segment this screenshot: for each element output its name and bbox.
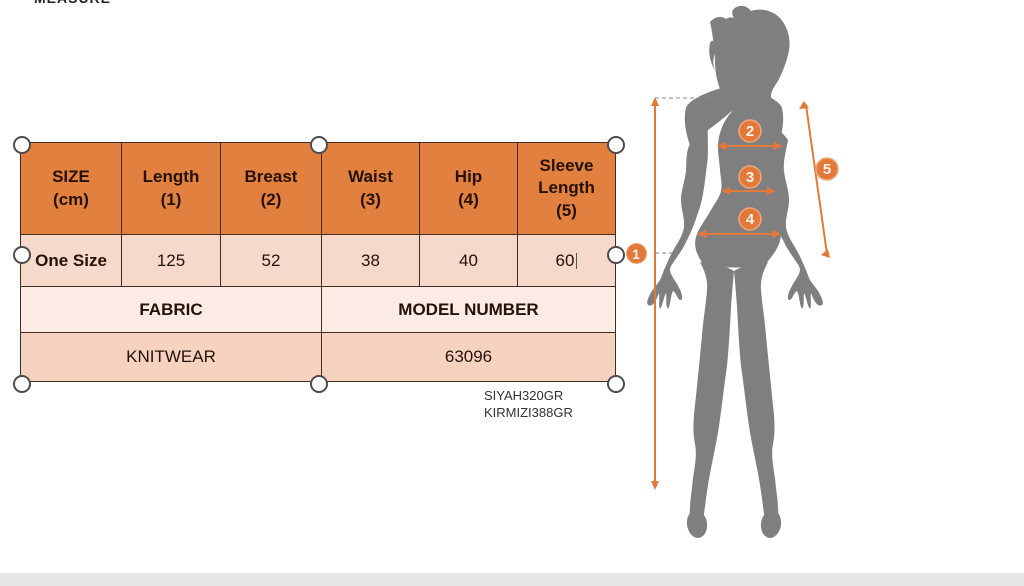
- svg-text:5: 5: [823, 161, 831, 178]
- svg-text:4: 4: [746, 211, 755, 228]
- svg-text:3: 3: [746, 169, 754, 186]
- svg-text:2: 2: [746, 123, 754, 140]
